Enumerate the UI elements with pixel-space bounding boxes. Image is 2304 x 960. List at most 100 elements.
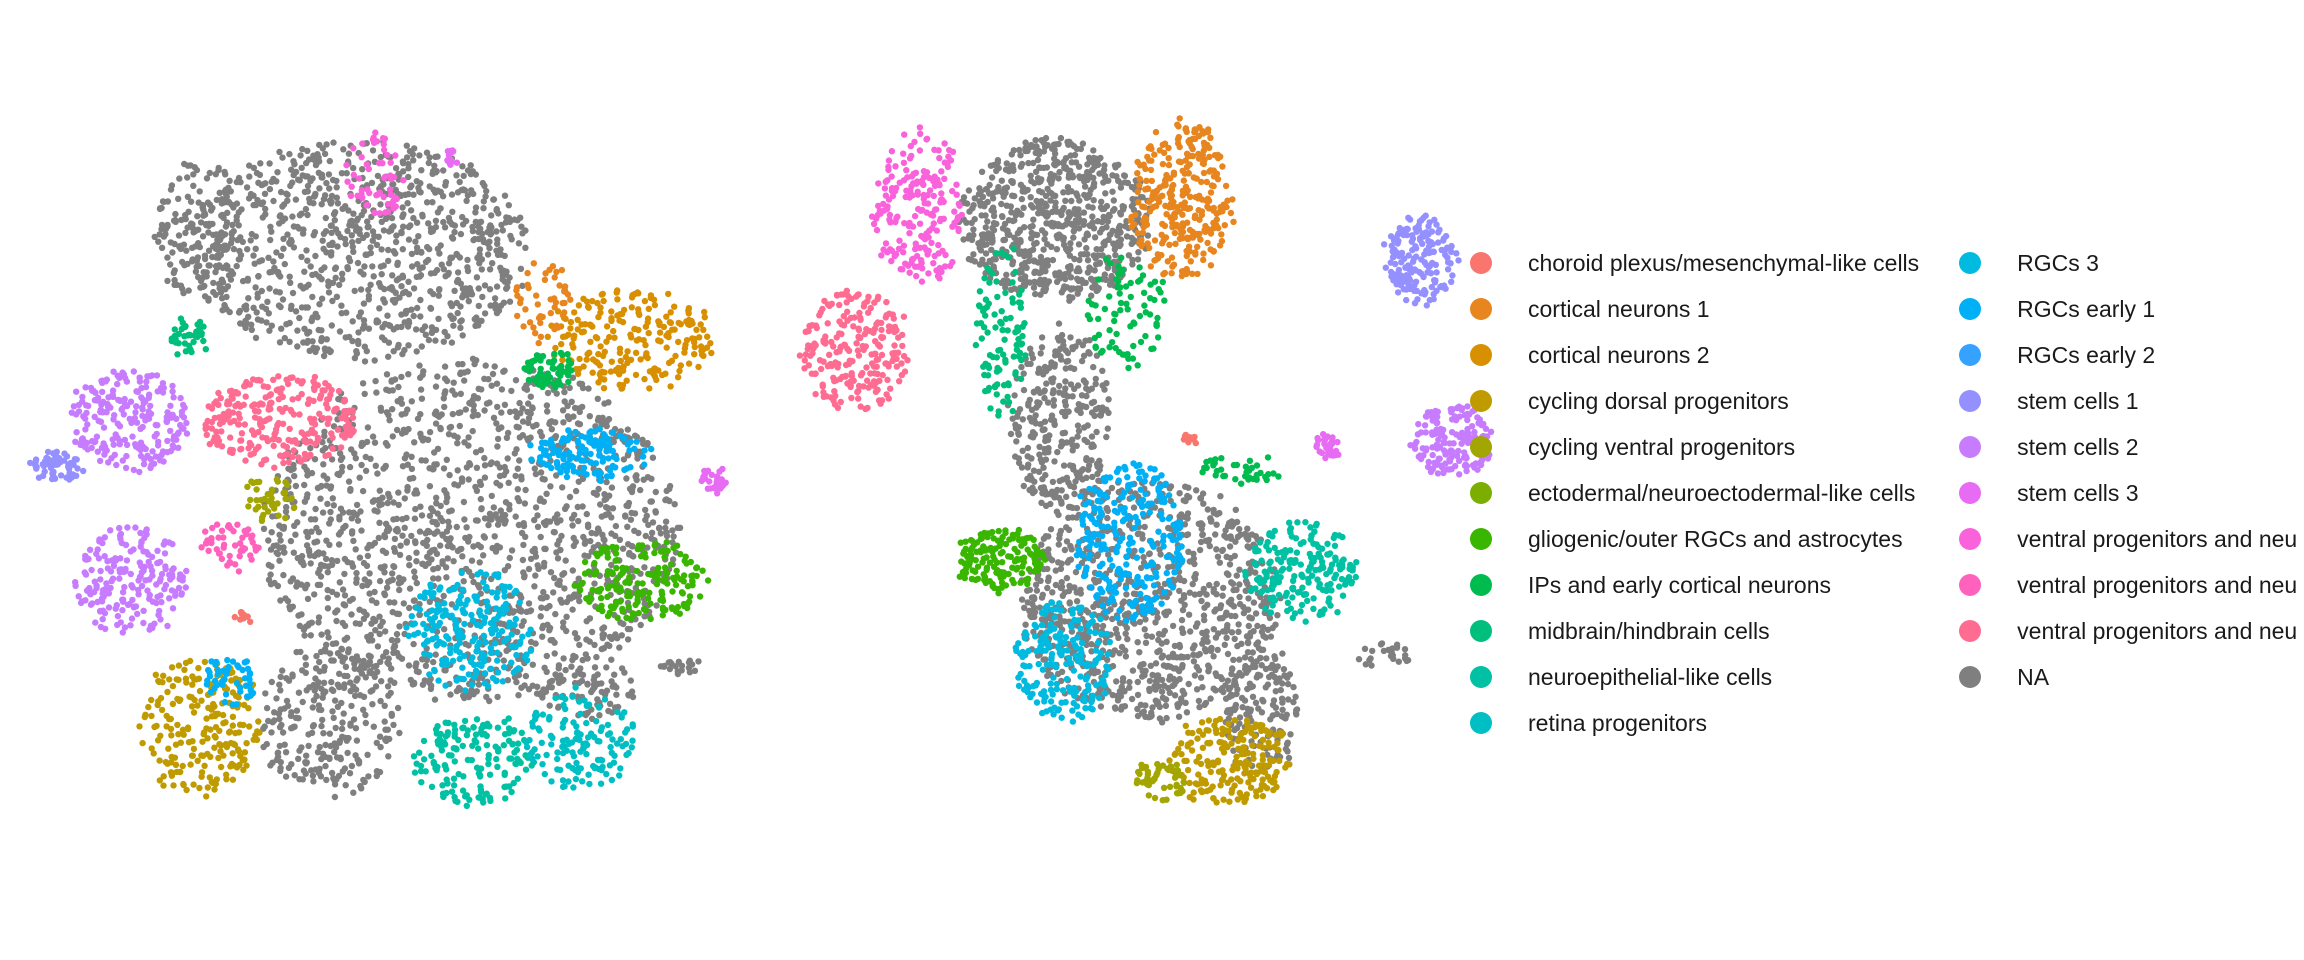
- data-point: [700, 352, 707, 359]
- data-point: [255, 179, 262, 186]
- data-point: [188, 703, 196, 710]
- data-point: [101, 443, 109, 450]
- data-point: [601, 696, 609, 703]
- data-point: [329, 297, 336, 305]
- data-point: [465, 568, 473, 575]
- data-point: [424, 536, 431, 544]
- data-point: [356, 606, 363, 613]
- data-point: [541, 276, 549, 283]
- data-point: [622, 353, 630, 361]
- data-point: [359, 582, 366, 590]
- data-point: [352, 686, 360, 693]
- data-point: [442, 564, 450, 571]
- data-point: [635, 336, 643, 343]
- data-point: [444, 555, 451, 562]
- data-point: [543, 402, 551, 409]
- data-point: [229, 658, 237, 665]
- data-point: [704, 577, 712, 584]
- data-point: [447, 691, 454, 698]
- data-point: [604, 550, 611, 557]
- data-point: [475, 285, 482, 292]
- data-point: [160, 672, 167, 679]
- data-point: [310, 156, 317, 163]
- data-point: [476, 260, 483, 267]
- data-point: [290, 549, 297, 556]
- data-point: [462, 534, 469, 542]
- data-point: [599, 625, 606, 632]
- data-point: [255, 401, 262, 408]
- data-point: [353, 569, 360, 577]
- data-point: [318, 295, 326, 302]
- data-point: [340, 684, 348, 692]
- data-point: [451, 228, 458, 236]
- data-point: [230, 740, 237, 747]
- data-point: [334, 681, 342, 688]
- data-point: [571, 511, 578, 519]
- data-point: [314, 434, 322, 442]
- data-point: [340, 710, 347, 717]
- data-point: [148, 712, 155, 720]
- data-point: [608, 317, 615, 324]
- data-point: [493, 205, 500, 213]
- data-point: [319, 509, 327, 516]
- data-point: [193, 676, 200, 683]
- data-point: [423, 625, 430, 632]
- data-point: [632, 371, 640, 379]
- data-point: [398, 400, 406, 407]
- data-point: [325, 395, 333, 403]
- data-point: [488, 382, 495, 389]
- data-point: [213, 264, 221, 271]
- data-point: [68, 409, 76, 416]
- data-point: [494, 251, 502, 259]
- data-point: [603, 323, 611, 330]
- data-point: [296, 314, 303, 322]
- data-point: [180, 781, 187, 789]
- data-point: [133, 403, 140, 410]
- data-point: [430, 590, 437, 597]
- data-point: [128, 615, 136, 622]
- data-point: [323, 336, 330, 343]
- data-point: [618, 632, 625, 639]
- data-point: [361, 263, 368, 270]
- data-point: [631, 432, 639, 439]
- data-point: [476, 773, 484, 780]
- data-point: [561, 388, 568, 396]
- data-point: [399, 516, 406, 523]
- data-point: [472, 209, 479, 216]
- data-point: [543, 593, 550, 601]
- data-point: [223, 219, 231, 226]
- data-point: [371, 539, 379, 547]
- data-point: [613, 684, 620, 691]
- data-point: [451, 758, 458, 765]
- data-point: [432, 420, 440, 427]
- data-point: [170, 782, 177, 789]
- data-point: [370, 663, 378, 670]
- data-point: [460, 172, 467, 180]
- data-point: [236, 721, 244, 728]
- data-point: [532, 504, 540, 511]
- data-point: [321, 663, 328, 671]
- data-point: [569, 749, 576, 756]
- data-point: [408, 398, 415, 405]
- data-point: [478, 725, 485, 732]
- data-point: [344, 227, 351, 235]
- data-point: [422, 331, 429, 338]
- data-point: [482, 193, 489, 200]
- data-point: [534, 301, 541, 308]
- data-point: [580, 469, 587, 477]
- data-point: [330, 687, 337, 694]
- data-point: [568, 663, 575, 670]
- data-point: [671, 501, 678, 508]
- data-point: [515, 497, 523, 505]
- data-point: [448, 339, 456, 346]
- data-point: [598, 645, 605, 653]
- data-point: [167, 715, 174, 723]
- data-point: [386, 417, 393, 424]
- data-point: [454, 309, 461, 317]
- data-point: [219, 681, 226, 688]
- data-point: [169, 605, 177, 612]
- data-point: [122, 541, 130, 549]
- data-point: [550, 589, 557, 596]
- data-point: [112, 555, 119, 562]
- data-point: [591, 580, 598, 587]
